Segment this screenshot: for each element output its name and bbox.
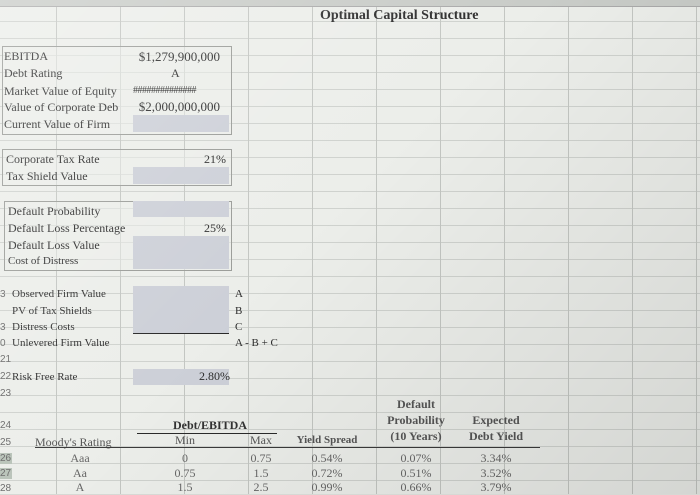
spread-cell[interactable]: 0.54% bbox=[311, 451, 343, 465]
row-number: 3 bbox=[0, 289, 6, 300]
pv-tax-label[interactable]: PV of Tax Shields bbox=[12, 305, 92, 317]
observed-code[interactable]: A bbox=[235, 288, 243, 300]
min-cell[interactable]: 0 bbox=[182, 451, 188, 465]
default-prob-cell[interactable] bbox=[133, 201, 229, 217]
row-number: 21 bbox=[0, 354, 12, 365]
firm-calc-underline bbox=[133, 333, 229, 334]
row-number: 25 bbox=[0, 437, 12, 448]
pv-tax-code[interactable]: B bbox=[235, 305, 243, 317]
row-number: 27 bbox=[0, 468, 12, 479]
ebitda-label[interactable]: EBITDA bbox=[4, 49, 48, 63]
rating-cell[interactable]: Aa bbox=[73, 466, 87, 480]
row-number: 3 bbox=[0, 322, 6, 333]
spread-cell[interactable]: 0.72% bbox=[311, 466, 343, 480]
cost-distress-label[interactable]: Cost of Distress bbox=[8, 255, 79, 267]
debt-value-label[interactable]: Value of Corporate Deb bbox=[4, 100, 119, 114]
row-number: 24 bbox=[0, 420, 12, 431]
equity-label[interactable]: Market Value of Equity bbox=[4, 84, 117, 98]
min-cell[interactable]: 0.75 bbox=[174, 466, 196, 480]
loss-pct-label[interactable]: Default Loss Percentage bbox=[8, 221, 126, 235]
yield-cell[interactable]: 3.34% bbox=[480, 451, 512, 465]
firm-value-cell[interactable] bbox=[133, 115, 229, 132]
max-cell[interactable]: 0.75 bbox=[250, 451, 272, 465]
row-number: 26 bbox=[0, 453, 12, 464]
tax-shield-cell[interactable] bbox=[133, 167, 229, 184]
risk-free-cell[interactable] bbox=[133, 369, 229, 385]
header-underline bbox=[35, 447, 540, 448]
firm-value-label[interactable]: Current Value of Firm bbox=[4, 117, 111, 131]
firm-calc-cells[interactable] bbox=[133, 286, 229, 333]
row-number: 0 bbox=[0, 338, 6, 349]
yield-cell[interactable]: 3.79% bbox=[480, 480, 512, 494]
loss-cost-cells[interactable] bbox=[133, 236, 229, 269]
prob-cell[interactable]: 0.51% bbox=[400, 466, 432, 480]
header-yield-line1[interactable]: Expected bbox=[472, 413, 520, 427]
row-number: 23 bbox=[0, 388, 12, 399]
group-underline bbox=[137, 433, 277, 434]
debt-value-value[interactable]: $2,000,000,000 bbox=[138, 99, 220, 114]
debt-rating-label[interactable]: Debt Rating bbox=[4, 66, 63, 80]
debt-rating-value[interactable]: A bbox=[171, 66, 180, 80]
header-prob-line3[interactable]: (10 Years) bbox=[390, 429, 442, 443]
distress-costs-code[interactable]: C bbox=[235, 321, 243, 333]
header-yield-spread[interactable]: Yield Spread bbox=[296, 434, 358, 446]
unlevered-code[interactable]: A - B + C bbox=[235, 337, 278, 349]
yield-cell[interactable]: 3.52% bbox=[480, 466, 512, 480]
risk-free-label[interactable]: Risk Free Rate bbox=[12, 371, 78, 383]
loss-pct-value[interactable]: 25% bbox=[204, 221, 226, 235]
risk-free-value[interactable]: 2.80% bbox=[199, 369, 230, 383]
rating-cell[interactable]: A bbox=[75, 480, 85, 494]
rating-cell[interactable]: Aaa bbox=[70, 451, 90, 465]
column-header-strip bbox=[0, 0, 700, 7]
equity-value[interactable]: ############## bbox=[133, 85, 197, 96]
header-min[interactable]: Min bbox=[174, 433, 195, 447]
header-yield-line2[interactable]: Debt Yield bbox=[468, 429, 524, 443]
max-cell[interactable]: 1.5 bbox=[253, 466, 269, 480]
row-number: 22 bbox=[0, 371, 12, 382]
header-prob-line2[interactable]: Probability bbox=[387, 413, 445, 427]
prob-cell[interactable]: 0.66% bbox=[400, 480, 432, 494]
observed-value-label[interactable]: Observed Firm Value bbox=[12, 288, 106, 300]
prob-cell[interactable]: 0.07% bbox=[400, 451, 432, 465]
loss-value-label[interactable]: Default Loss Value bbox=[8, 238, 100, 252]
spread-cell[interactable]: 0.99% bbox=[311, 480, 343, 494]
max-cell[interactable]: 2.5 bbox=[253, 480, 269, 494]
ebitda-value[interactable]: $1,279,900,000 bbox=[138, 49, 220, 64]
header-rating[interactable]: Moody's Rating bbox=[35, 435, 112, 449]
unlevered-value-label[interactable]: Unlevered Firm Value bbox=[12, 337, 110, 349]
header-max[interactable]: Max bbox=[250, 433, 272, 447]
distress-costs-label[interactable]: Distress Costs bbox=[12, 321, 75, 333]
row-number: 28 bbox=[0, 483, 12, 494]
sheet-title[interactable]: Optimal Capital Structure bbox=[320, 8, 479, 23]
header-prob-line1[interactable]: Default bbox=[397, 397, 435, 411]
tax-rate-value[interactable]: 21% bbox=[204, 152, 226, 166]
tax-shield-label[interactable]: Tax Shield Value bbox=[6, 169, 88, 183]
tax-rate-label[interactable]: Corporate Tax Rate bbox=[6, 152, 100, 166]
min-cell[interactable]: 1.5 bbox=[177, 480, 193, 494]
default-prob-label[interactable]: Default Probability bbox=[8, 204, 101, 218]
header-debt-ebitda[interactable]: Debt/EBITDA bbox=[173, 418, 248, 432]
